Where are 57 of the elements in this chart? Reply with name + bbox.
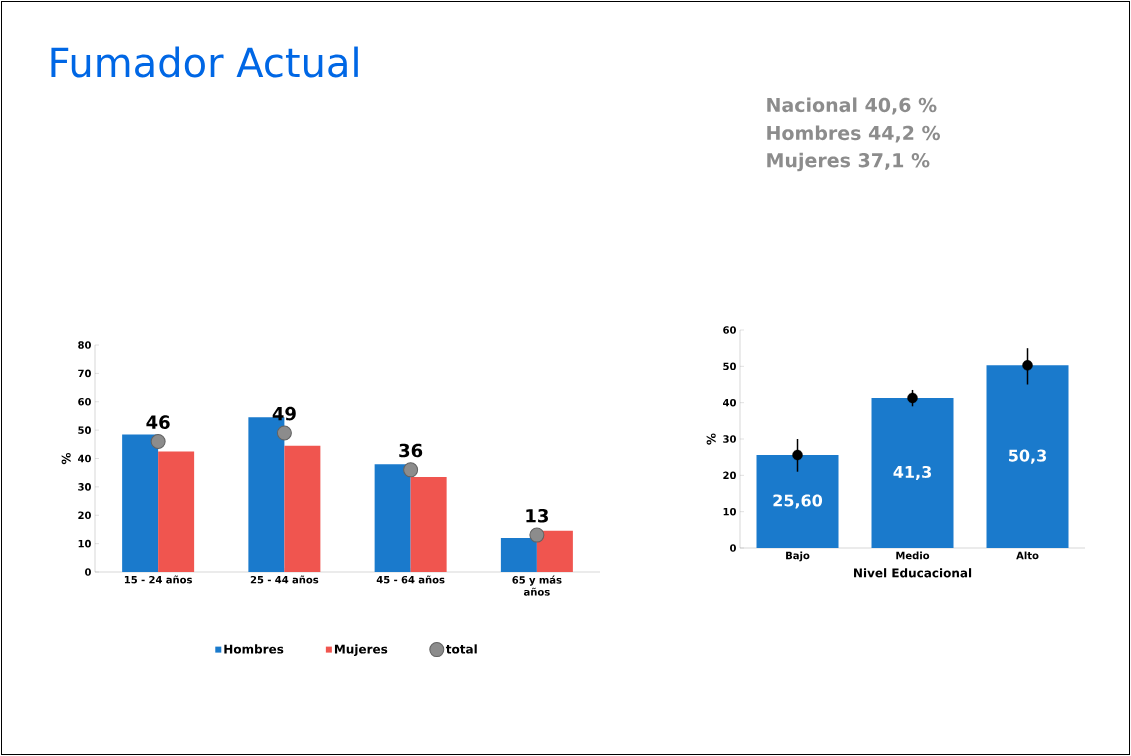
y-tick-label: 60 [78,397,91,406]
y-tick-label: 10 [78,539,91,548]
text: Hombres 44,2 % [767,125,940,143]
data-label: 13 [526,508,548,523]
x-tick-label: 65 y más años [512,575,562,596]
x-tick-label: Alto [1016,551,1039,560]
bar [122,434,159,573]
y-tick-label: 50 [78,426,91,434]
y-tick-label: 20 [723,471,736,480]
point [276,425,292,441]
y-tick-label: 40 [723,398,736,407]
bar [284,445,321,573]
y-axis-title: % [706,433,716,445]
y-tick-label: 60 [723,326,736,334]
data-label: 49 [272,406,296,421]
data-label: 36 [399,443,423,458]
legend-label: Hombres [224,644,284,654]
y-axis-title: % [61,452,71,465]
y-tick-label: 30 [723,435,736,443]
x-tick-label: Medio [896,551,930,560]
point [529,527,545,543]
bar [374,464,411,573]
data-label: 50,3 [1009,449,1046,464]
text: Nacional 40,6 % [767,97,937,115]
y-tick-label: 30 [78,483,91,491]
bar [500,537,537,573]
bar [410,476,447,573]
point [792,449,803,461]
x-tick-label: 25 - 44 años [250,575,319,584]
y-tick-label: 20 [78,511,91,520]
y-tick-label: 80 [78,341,91,349]
legend-label: total [445,644,477,654]
data-label: 46 [146,415,170,429]
y-tick-label: 50 [723,362,736,371]
bar [158,451,195,573]
legend-label: Mujeres [334,644,388,657]
bar [871,397,954,549]
bar [756,454,839,549]
data-label: 41,3 [893,465,931,481]
x-tick-label: 45 - 64 años [376,575,445,584]
x-tick-label: 15 - 24 años [124,575,192,584]
y-tick-label: 0 [85,568,91,576]
y-tick-label: 0 [730,544,736,552]
y-tick-label: 40 [78,454,91,463]
bar [986,365,1069,549]
point [907,392,918,404]
point [150,433,166,449]
bar [536,530,573,573]
point [403,462,419,478]
y-tick-label: 70 [78,369,91,378]
y-tick-label: 10 [723,507,736,516]
chart-title: Fumador Actual [51,46,358,78]
x-tick-label: Bajo [786,551,810,562]
point [1022,360,1033,371]
data-label: 25,60 [773,494,823,509]
text: Mujeres 37,1 % [767,152,930,172]
x-axis-title: Nivel Educacional [854,568,972,578]
